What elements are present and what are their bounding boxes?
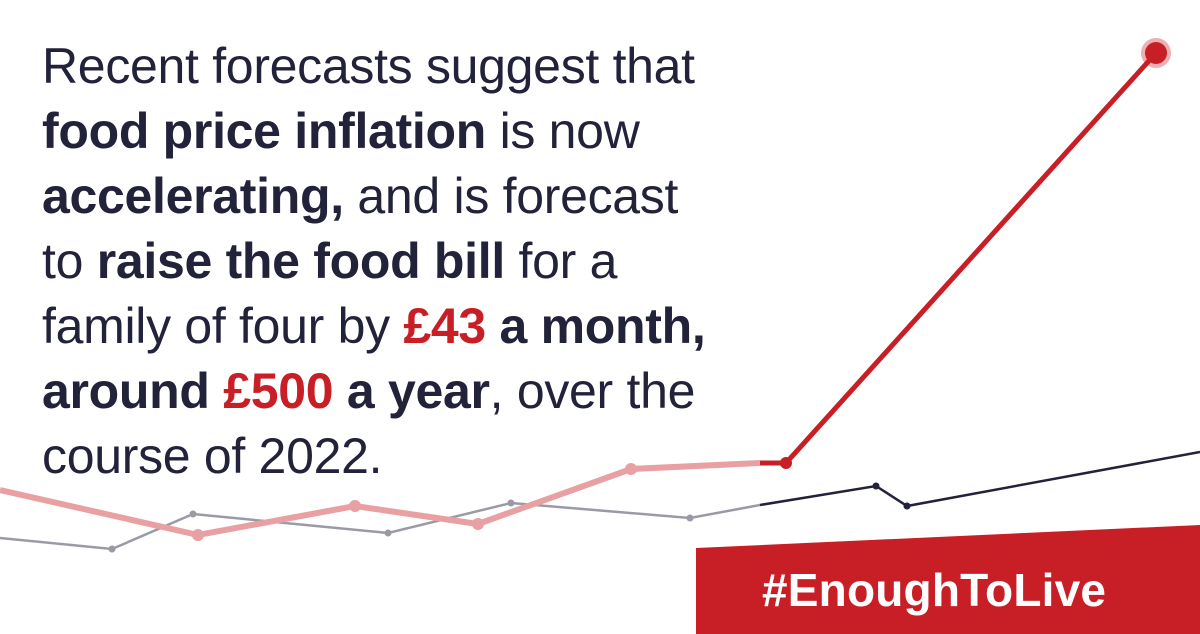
headline-line-2: food price inflation is now: [42, 99, 802, 164]
pink-line-points: [192, 463, 637, 541]
hashtag-label: #EnoughToLive: [762, 564, 1107, 616]
navy-line: [759, 450, 1200, 508]
headline-bold-segment: a month,: [485, 298, 706, 354]
headline-text-segment: Recent forecasts suggest that: [42, 38, 695, 94]
pink-line-faded: [0, 460, 761, 539]
headline-text-segment: course of 2022.: [42, 428, 383, 484]
headline-text-segment: to: [42, 233, 97, 289]
headline-bold-segment: around: [42, 363, 224, 419]
headline-line-3: accelerating, and is forecast: [42, 164, 802, 229]
headline-bold-segment: food price inflation: [42, 103, 486, 159]
monthly-cost-amount: £43: [403, 298, 486, 354]
headline-text: Recent forecasts suggest that food price…: [42, 34, 802, 489]
red-line-rising: [760, 51, 1158, 466]
headline-bold-segment: accelerating,: [42, 168, 344, 224]
headline-text-segment: for a: [504, 233, 618, 289]
yearly-cost-amount: £500: [223, 363, 334, 419]
grey-line-points: [108, 499, 694, 553]
headline-line-7: course of 2022.: [42, 424, 802, 489]
headline-bold-segment: raise the food bill: [96, 233, 506, 289]
red-line-point: [780, 457, 792, 469]
headline-line-5: family of four by £43 a month,: [42, 294, 802, 359]
headline-bold-segment: a year: [333, 363, 490, 419]
headline-text-segment: and is forecast: [343, 168, 679, 224]
headline-text-segment: , over the: [489, 363, 696, 419]
headline-text-segment: is now: [485, 103, 640, 159]
headline-text-segment: family of four by: [42, 298, 404, 354]
navy-line-points: [872, 482, 911, 510]
headline-line-6: around £500 a year, over the: [42, 359, 802, 424]
headline-line-4: to raise the food bill for a: [42, 229, 802, 294]
headline-line-1: Recent forecasts suggest that: [42, 34, 802, 99]
red-line-endpoint: [1145, 42, 1167, 64]
